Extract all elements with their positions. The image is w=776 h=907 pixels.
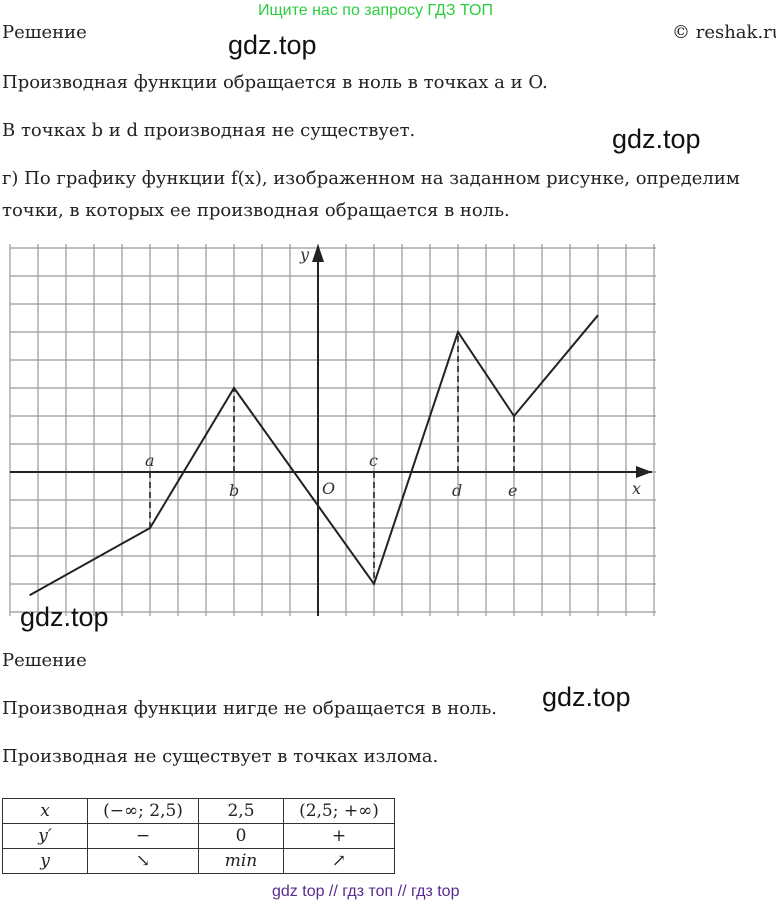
sign-table: x (−∞; 2,5) 2,5 (2,5; +∞) y′ −0 + y ↘ min ↗ <box>2 798 395 874</box>
point-e-label: e <box>508 481 517 500</box>
paragraph: Производная функции нигде не обращается … <box>2 698 498 719</box>
copyright: © reshak.ru <box>672 22 776 43</box>
paragraph: В точках b и d производная не существует… <box>2 120 416 141</box>
x-axis-arrow <box>636 466 652 478</box>
point-c-label: c <box>369 451 378 470</box>
footer-links[interactable]: gdz top // гдз топ // гдз top <box>272 883 460 900</box>
origin-label: O <box>322 479 335 498</box>
x-label: x <box>632 479 641 498</box>
watermark: gdz.top <box>228 30 317 60</box>
paragraph: точки, в которых ее производная обращает… <box>2 200 510 221</box>
watermark: gdz.top <box>542 682 631 712</box>
point-a-label: a <box>145 451 155 470</box>
table-row: x (−∞; 2,5) 2,5 (2,5; +∞) <box>2 798 395 824</box>
top-banner[interactable]: Ищите нас по запросу ГДЗ ТОП <box>258 2 493 19</box>
heading-solution: Решение <box>2 22 87 43</box>
heading-solution: Решение <box>2 650 87 671</box>
point-b-label: b <box>229 481 239 500</box>
paragraph: Производная не существует в точках излом… <box>2 746 439 767</box>
table-row: y′ −0 + <box>2 823 395 849</box>
watermark: gdz.top <box>612 124 701 154</box>
watermark: gdz.top <box>20 602 109 632</box>
paragraph: Производная функции обращается в ноль в … <box>2 72 548 93</box>
point-d-label: d <box>452 481 462 500</box>
y-label: y <box>299 245 310 264</box>
paragraph: г) По графику функции f(x), изображенном… <box>2 168 740 189</box>
y-axis-arrow <box>312 244 324 262</box>
table-row: y ↘ min ↗ <box>2 848 395 874</box>
function-line <box>29 314 599 597</box>
